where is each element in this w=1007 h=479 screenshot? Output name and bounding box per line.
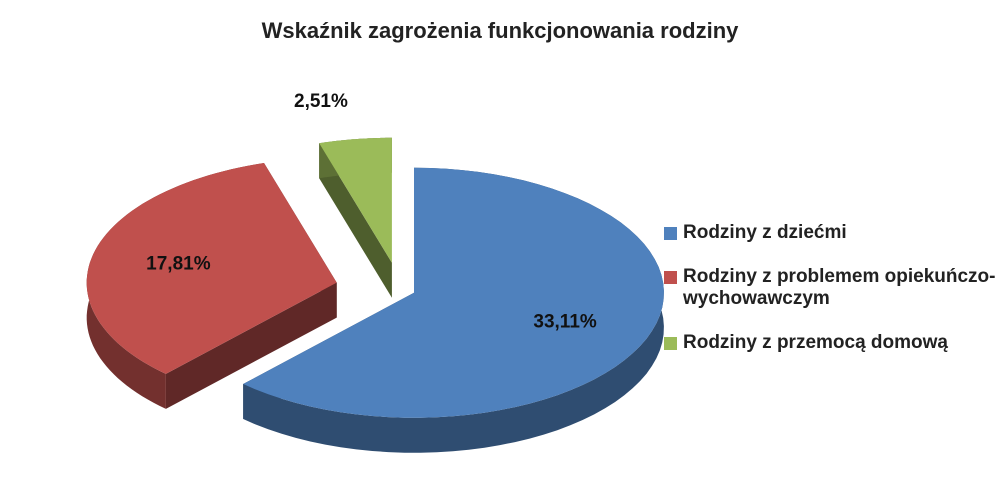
legend-label: Rodziny z problemem opiekuńczo-wychowawc… (683, 266, 996, 309)
legend-swatch (664, 271, 677, 284)
chart-title: Wskaźnik zagrożenia funkcjonowania rodzi… (262, 18, 740, 43)
slice-side (165, 282, 337, 409)
legend-item: Rodziny z problemem opiekuńczo-wychowawc… (664, 266, 1004, 310)
legend-label: Rodziny z dziećmi (683, 222, 847, 243)
legend-label: Rodziny z przemocą domową (683, 332, 948, 353)
legend-swatch (664, 227, 677, 240)
legend-item: Rodziny z dziećmi (664, 222, 1004, 244)
data-label: 2,51% (294, 91, 348, 112)
slice (86, 163, 337, 374)
slice (319, 137, 392, 263)
legend: Rodziny z dziećmi Rodziny z problemem opi… (664, 222, 1004, 376)
legend-item: Rodziny z przemocą domową (664, 332, 1004, 354)
legend-swatch (664, 337, 677, 350)
data-label: 17,81% (146, 253, 211, 274)
slice-side (243, 167, 664, 453)
slice-side (319, 143, 392, 298)
slice (243, 167, 664, 418)
data-label: 33,11% (533, 312, 596, 333)
